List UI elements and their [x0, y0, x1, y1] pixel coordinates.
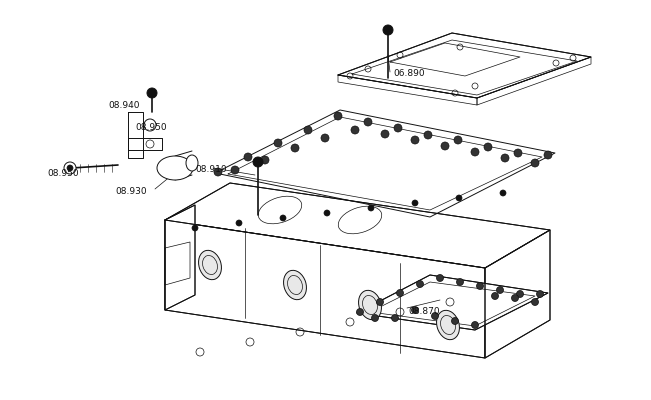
- Circle shape: [231, 166, 239, 174]
- Circle shape: [67, 165, 73, 171]
- Circle shape: [274, 139, 282, 147]
- Circle shape: [501, 154, 509, 162]
- Circle shape: [500, 190, 506, 196]
- Circle shape: [484, 143, 492, 151]
- Circle shape: [192, 225, 198, 231]
- Text: 08.910: 08.910: [195, 166, 227, 174]
- Circle shape: [304, 126, 312, 134]
- Circle shape: [531, 159, 539, 167]
- Text: 08.950: 08.950: [135, 124, 167, 132]
- Circle shape: [357, 308, 363, 316]
- Circle shape: [214, 168, 222, 176]
- Circle shape: [531, 298, 538, 306]
- Circle shape: [376, 298, 383, 306]
- Circle shape: [324, 210, 330, 216]
- Circle shape: [411, 136, 419, 144]
- Text: 08.940: 08.940: [108, 100, 139, 110]
- Ellipse shape: [186, 155, 198, 171]
- Circle shape: [454, 136, 462, 144]
- Circle shape: [514, 149, 522, 157]
- Circle shape: [456, 195, 462, 201]
- Ellipse shape: [284, 270, 307, 300]
- Text: 08.950: 08.950: [47, 168, 79, 178]
- Circle shape: [424, 131, 432, 139]
- Circle shape: [452, 318, 458, 324]
- Ellipse shape: [437, 310, 460, 340]
- Circle shape: [441, 142, 449, 150]
- Circle shape: [544, 151, 552, 159]
- Circle shape: [253, 157, 263, 167]
- Polygon shape: [165, 205, 195, 310]
- Polygon shape: [485, 230, 550, 358]
- Ellipse shape: [359, 290, 381, 320]
- Circle shape: [471, 148, 479, 156]
- Circle shape: [391, 314, 398, 322]
- Circle shape: [261, 156, 269, 164]
- Circle shape: [412, 200, 418, 206]
- Circle shape: [492, 292, 499, 300]
- Circle shape: [351, 126, 359, 134]
- Circle shape: [477, 282, 484, 290]
- Circle shape: [512, 294, 518, 302]
- Circle shape: [417, 280, 424, 288]
- Circle shape: [364, 118, 372, 126]
- Text: 08.930: 08.930: [115, 188, 146, 196]
- Circle shape: [516, 290, 523, 298]
- Polygon shape: [357, 275, 548, 330]
- Circle shape: [394, 124, 402, 132]
- Text: 06.890: 06.890: [393, 68, 424, 78]
- Circle shape: [244, 153, 252, 161]
- Ellipse shape: [157, 156, 193, 180]
- Circle shape: [497, 286, 503, 294]
- Circle shape: [372, 314, 378, 322]
- Circle shape: [437, 274, 443, 282]
- Circle shape: [291, 144, 299, 152]
- Polygon shape: [165, 183, 550, 268]
- Circle shape: [147, 88, 157, 98]
- Circle shape: [432, 312, 439, 320]
- Ellipse shape: [199, 250, 221, 280]
- Polygon shape: [165, 220, 485, 358]
- Circle shape: [381, 130, 389, 138]
- Circle shape: [368, 205, 374, 211]
- Circle shape: [280, 215, 286, 221]
- Polygon shape: [338, 33, 591, 98]
- Circle shape: [383, 25, 393, 35]
- Circle shape: [471, 322, 478, 328]
- Text: 08.870: 08.870: [408, 308, 439, 316]
- Circle shape: [64, 162, 76, 174]
- Circle shape: [236, 220, 242, 226]
- Circle shape: [321, 134, 329, 142]
- Circle shape: [456, 278, 464, 286]
- Circle shape: [411, 306, 419, 314]
- Circle shape: [334, 112, 342, 120]
- Circle shape: [396, 290, 404, 296]
- Circle shape: [536, 290, 544, 298]
